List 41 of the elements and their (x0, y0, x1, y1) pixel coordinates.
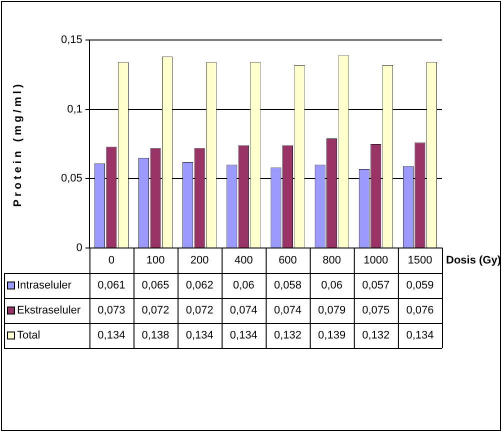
data-label: 0,057 (362, 280, 390, 292)
x-axis-title: Dosis (Gy) (446, 254, 502, 267)
data-label: 0,058 (274, 280, 302, 292)
data-label: 0,138 (142, 330, 170, 342)
x-tick-label: 1500 (408, 254, 432, 267)
x-tick-label: 1000 (364, 254, 388, 267)
data-label: 0,062 (186, 280, 214, 292)
data-label: 0,079 (318, 304, 346, 317)
x-tick-label: 100 (146, 254, 165, 267)
data-label: 0,06 (232, 280, 254, 292)
x-tick-label: 400 (234, 254, 253, 267)
data-label: 0,134 (406, 330, 434, 342)
data-label: 0,132 (274, 330, 302, 342)
y-tick-label: 0 (76, 242, 82, 254)
data-label: 0,134 (186, 330, 214, 342)
legend-label: Total (17, 330, 40, 342)
data-label: 0,074 (274, 304, 302, 317)
legend-label: Ekstraseluler (17, 304, 81, 317)
x-tick-label: 0 (108, 254, 115, 267)
x-tick-label: 800 (322, 254, 341, 267)
data-label: 0,073 (98, 304, 126, 317)
y-axis-title: Protein (mg/ml) (12, 81, 24, 207)
data-label: 0,076 (406, 304, 434, 317)
data-label: 0,059 (406, 280, 434, 292)
data-label: 0,06 (321, 280, 343, 292)
legend-label: Intraseluler (17, 280, 72, 292)
data-label: 0,139 (318, 330, 346, 342)
data-label: 0,075 (362, 304, 390, 317)
data-label: 0,132 (362, 330, 390, 342)
data-label: 0,061 (98, 280, 126, 292)
y-tick-label: 0,1 (67, 103, 82, 116)
x-tick-label: 200 (190, 254, 209, 267)
y-tick-label: 0,05 (60, 172, 82, 185)
data-label: 0,072 (142, 304, 170, 317)
x-tick-label: 600 (278, 254, 297, 267)
data-label: 0,065 (142, 280, 170, 292)
data-label: 0,134 (98, 330, 126, 342)
y-tick-label: 0,15 (60, 34, 82, 46)
data-label: 0,134 (230, 330, 258, 342)
data-label: 0,072 (186, 304, 214, 317)
data-label: 0,074 (230, 304, 258, 317)
